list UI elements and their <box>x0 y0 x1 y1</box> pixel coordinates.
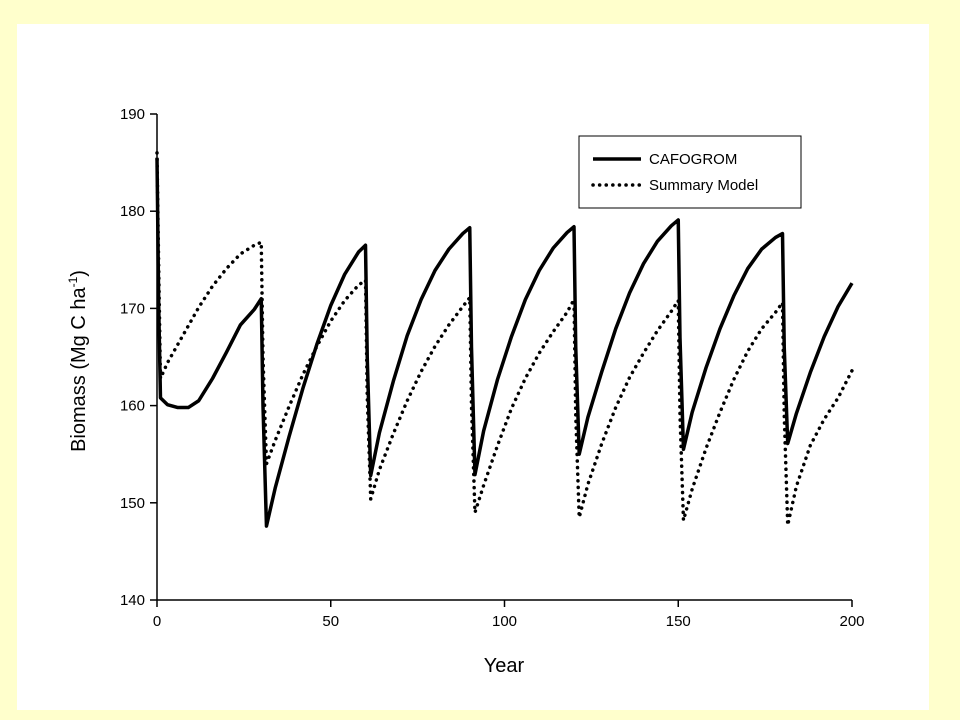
y-tick-label-190: 190 <box>120 106 145 123</box>
chart-panel: 0 50 100 150 200 140 150 160 170 180 190 CAFOGROM S… <box>17 24 929 710</box>
x-axis-title: Year <box>484 655 525 677</box>
series-line-cafogrom <box>155 157 854 528</box>
y-tick-label-140: 140 <box>120 592 145 609</box>
x-tick-label-50: 50 <box>322 613 339 630</box>
series-layer <box>155 151 854 528</box>
legend: CAFOGROM Summary Model <box>578 135 802 209</box>
y-axis-title-sup: -1 <box>66 276 80 287</box>
x-tick-label-150: 150 <box>666 613 691 630</box>
y-tick-label-150: 150 <box>120 495 145 512</box>
legend-label-cafogrom: CAFOGROM <box>649 151 737 168</box>
y-tick-label-180: 180 <box>120 203 145 220</box>
x-tick-label-200: 200 <box>839 613 864 630</box>
x-tick-label-0: 0 <box>153 613 161 630</box>
y-axis-title-main: Biomass (Mg C ha <box>68 287 90 452</box>
y-tick-label-170: 170 <box>120 300 145 317</box>
y-tick-label-160: 160 <box>120 398 145 415</box>
legend-box <box>578 135 802 209</box>
biomass-line-chart: 0 50 100 150 200 140 150 160 170 180 190 CAFOGROM S… <box>66 106 865 677</box>
y-axis-title: Biomass (Mg C ha-1) <box>66 270 90 452</box>
plot-axes: 0 50 100 150 200 140 150 160 170 180 190 <box>120 106 865 630</box>
legend-label-summary-model: Summary Model <box>649 177 758 194</box>
x-tick-label-100: 100 <box>492 613 517 630</box>
series-line-summary-model <box>155 151 854 527</box>
y-axis-title-close: ) <box>68 270 90 277</box>
